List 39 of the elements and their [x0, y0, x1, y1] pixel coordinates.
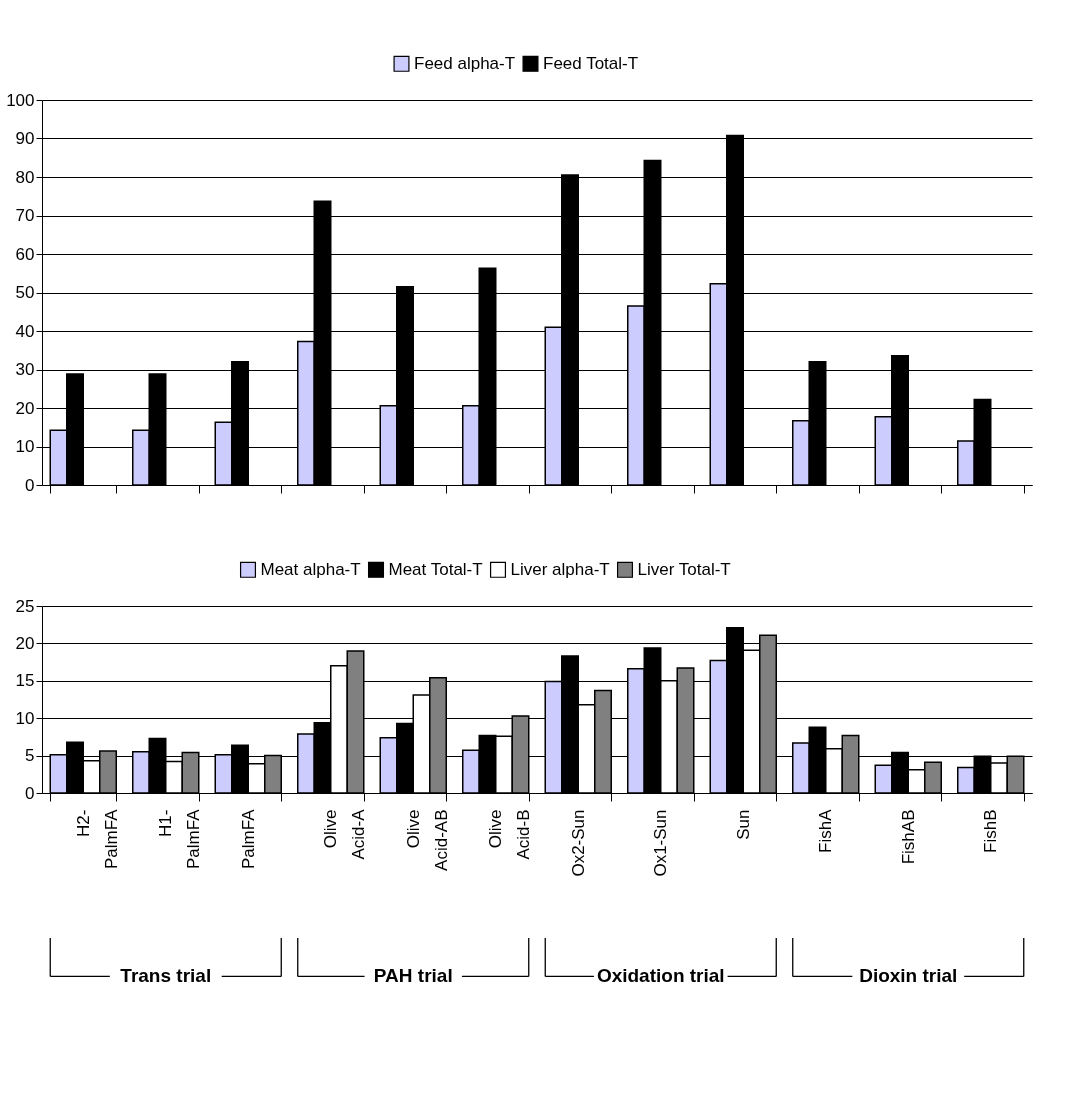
x-tick-label: FishA	[816, 808, 836, 853]
y-tick-label: 25	[15, 596, 35, 616]
legend-label: Meat Total-T	[388, 559, 483, 579]
x-tick-label: Olive Acid-B	[486, 809, 534, 860]
y-tick-label: 50	[15, 283, 35, 302]
legend-label: Meat alpha-T	[260, 559, 361, 579]
y-tick-label: 0	[25, 475, 35, 495]
y-tick-label: 70	[15, 206, 35, 225]
legend-label: Feed alpha-T	[414, 53, 516, 73]
x-tick-label: Olive Acid-AB	[403, 809, 451, 871]
y-tick-label: 10	[15, 437, 35, 456]
y-tick-label: 90	[15, 129, 35, 148]
x-tick-label: Olive Acid-A	[321, 808, 369, 860]
text: Trans trial	[120, 965, 212, 987]
x-tick-label: Sun	[733, 809, 753, 840]
y-tick-label: 20	[15, 398, 35, 418]
x-tick-label: Ox2-Sun	[568, 809, 588, 877]
text: Dioxin trial	[859, 965, 958, 987]
y-tick-label: 0	[25, 783, 35, 803]
y-tick-label: 100	[6, 90, 35, 110]
y-tick-label: 80	[15, 167, 35, 187]
text: PAH trial	[373, 965, 453, 987]
legend-label: Feed Total-T	[543, 53, 639, 73]
x-tick-label: H1- PalmFA	[156, 808, 204, 870]
y-tick-label: 20	[15, 633, 35, 653]
legend-label: Liver alpha-T	[510, 559, 610, 579]
y-tick-label: 10	[15, 708, 35, 728]
x-tick-label: FishAB	[898, 809, 918, 865]
x-tick-label: PalmFA	[238, 808, 258, 870]
y-tick-label: 40	[15, 321, 35, 341]
y-tick-label: 5	[25, 746, 35, 766]
legend-label: Liver Total-T	[637, 559, 731, 579]
x-tick-label: Ox1-Sun	[651, 809, 671, 877]
y-tick-label: 15	[15, 671, 35, 691]
x-tick-label: FishB	[981, 809, 1001, 853]
y-tick-label: 60	[15, 244, 35, 264]
y-tick-label: 30	[15, 360, 35, 379]
text: Oxidation trial	[596, 965, 725, 987]
x-tick-label: H2- PalmFA	[73, 808, 121, 870]
